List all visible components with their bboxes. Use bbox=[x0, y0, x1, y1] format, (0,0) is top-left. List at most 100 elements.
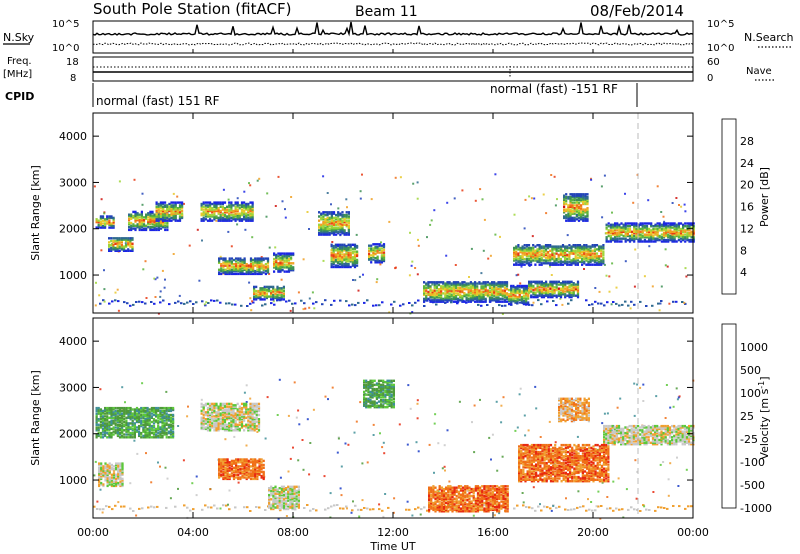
power-echo-cell bbox=[514, 295, 517, 299]
velocity-echo-cell bbox=[112, 484, 116, 488]
power-echo-cell bbox=[132, 214, 135, 218]
power-echo-cell bbox=[211, 215, 214, 218]
velocity-echo-cell bbox=[102, 472, 105, 475]
power-echo-cell bbox=[542, 249, 545, 252]
velocity-echo-cell bbox=[100, 483, 103, 486]
power-echo-cell bbox=[549, 287, 552, 290]
power-echo-cell bbox=[650, 236, 653, 239]
power-noise-pixel bbox=[519, 282, 522, 285]
power-echo-cell bbox=[534, 282, 537, 285]
velocity-noise-pixel bbox=[625, 488, 628, 491]
power-echo-cell bbox=[440, 281, 443, 284]
power-echo-cell bbox=[562, 282, 565, 285]
velocity-echo-cell bbox=[104, 423, 107, 426]
power-echo-cell bbox=[580, 216, 583, 220]
power-ground-scatter-pixel bbox=[261, 304, 264, 307]
velocity-echo-cell bbox=[110, 463, 113, 467]
power-echo-cell bbox=[328, 232, 331, 235]
power-echo-cell bbox=[564, 248, 567, 251]
power-echo-cell bbox=[450, 289, 453, 292]
power-echo-cell bbox=[549, 257, 552, 261]
power-echo-cell bbox=[347, 243, 350, 246]
power-echo-cell bbox=[557, 293, 560, 296]
power-echo-cell bbox=[159, 204, 162, 207]
power-echo-cell bbox=[585, 259, 588, 262]
velocity-echo-cell bbox=[110, 427, 113, 431]
power-echo-cell bbox=[530, 295, 533, 299]
power-echo-cell bbox=[164, 213, 167, 217]
power-echo-cell bbox=[202, 213, 205, 217]
power-echo-cell bbox=[530, 257, 533, 261]
power-noise-pixel bbox=[445, 254, 448, 257]
power-echo-cell bbox=[446, 289, 449, 292]
power-echo-cell bbox=[559, 257, 562, 261]
power-noise-pixel bbox=[647, 199, 650, 202]
power-echo-cell bbox=[230, 271, 233, 274]
velocity-echo-cell bbox=[163, 429, 166, 432]
power-echo-cell bbox=[112, 220, 115, 224]
power-echo-cell bbox=[467, 299, 470, 302]
power-echo-cell bbox=[145, 224, 148, 227]
power-echo-cell bbox=[172, 204, 175, 207]
power-noise-pixel bbox=[660, 211, 663, 213]
velocity-echo-cell bbox=[121, 469, 124, 472]
power-echo-cell bbox=[336, 247, 340, 251]
power-noise-pixel bbox=[608, 275, 611, 278]
velocity-ground-scatter-pixel bbox=[414, 508, 417, 511]
velocity-echo-cell bbox=[169, 418, 173, 421]
power-echo-cell bbox=[249, 272, 253, 276]
power-noise-pixel bbox=[201, 239, 203, 242]
power-echo-cell bbox=[586, 198, 589, 201]
velocity-echo-cell bbox=[116, 426, 119, 429]
power-echo-cell bbox=[251, 208, 254, 211]
power-echo-cell bbox=[528, 291, 531, 295]
power-noise-pixel bbox=[411, 311, 414, 313]
power-echo-cell bbox=[669, 236, 672, 239]
velocity-echo-cell bbox=[127, 436, 130, 439]
power-echo-cell bbox=[258, 267, 261, 270]
power-echo-cell bbox=[345, 219, 348, 222]
power-echo-cell bbox=[525, 244, 528, 247]
velocity-echo-cell bbox=[133, 422, 136, 425]
velocity-echo-cell bbox=[163, 416, 166, 419]
velocity-echo-cell bbox=[116, 431, 119, 435]
velocity-echo-cell bbox=[114, 418, 117, 421]
power-echo-cell bbox=[602, 252, 605, 255]
power-echo-cell bbox=[465, 285, 468, 288]
power-echo-cell bbox=[570, 288, 573, 292]
power-echo-cell bbox=[245, 271, 248, 274]
power-echo-cell bbox=[517, 263, 520, 266]
velocity-echo-cell bbox=[110, 408, 113, 411]
velocity-echo-cell bbox=[121, 413, 124, 417]
power-echo-cell bbox=[235, 260, 238, 263]
power-echo-cell bbox=[238, 218, 241, 221]
power-echo-cell bbox=[261, 287, 264, 290]
power-echo-cell bbox=[206, 213, 210, 217]
power-echo-cell bbox=[256, 258, 259, 262]
power-echo-cell bbox=[218, 268, 221, 271]
power-noise-pixel bbox=[266, 192, 269, 195]
power-echo-cell bbox=[157, 223, 160, 226]
power-echo-cell bbox=[128, 219, 131, 222]
power-echo-cell bbox=[562, 280, 565, 283]
power-echo-cell bbox=[155, 228, 158, 232]
power-echo-cell bbox=[252, 261, 255, 264]
power-echo-cell bbox=[241, 265, 244, 269]
power-echo-cell bbox=[155, 215, 158, 218]
power-echo-cell bbox=[178, 211, 182, 214]
power-echo-cell bbox=[559, 246, 562, 250]
power-echo-cell bbox=[108, 249, 111, 252]
velocity-echo-cell bbox=[106, 468, 109, 471]
velocity-echo-cell bbox=[157, 436, 160, 439]
velocity-noise-pixel bbox=[306, 418, 309, 421]
power-echo-cell bbox=[278, 296, 281, 300]
velocity-echo-cell bbox=[142, 406, 145, 410]
velocity-echo-cell bbox=[119, 463, 122, 467]
velocity-noise-pixel bbox=[233, 435, 236, 438]
power-ground-scatter-pixel bbox=[231, 303, 234, 306]
power-noise-pixel bbox=[611, 262, 614, 265]
velocity-echo-cell bbox=[161, 430, 164, 433]
power-echo-cell bbox=[635, 229, 638, 232]
power-echo-cell bbox=[339, 229, 342, 232]
power-echo-cell bbox=[652, 227, 655, 231]
